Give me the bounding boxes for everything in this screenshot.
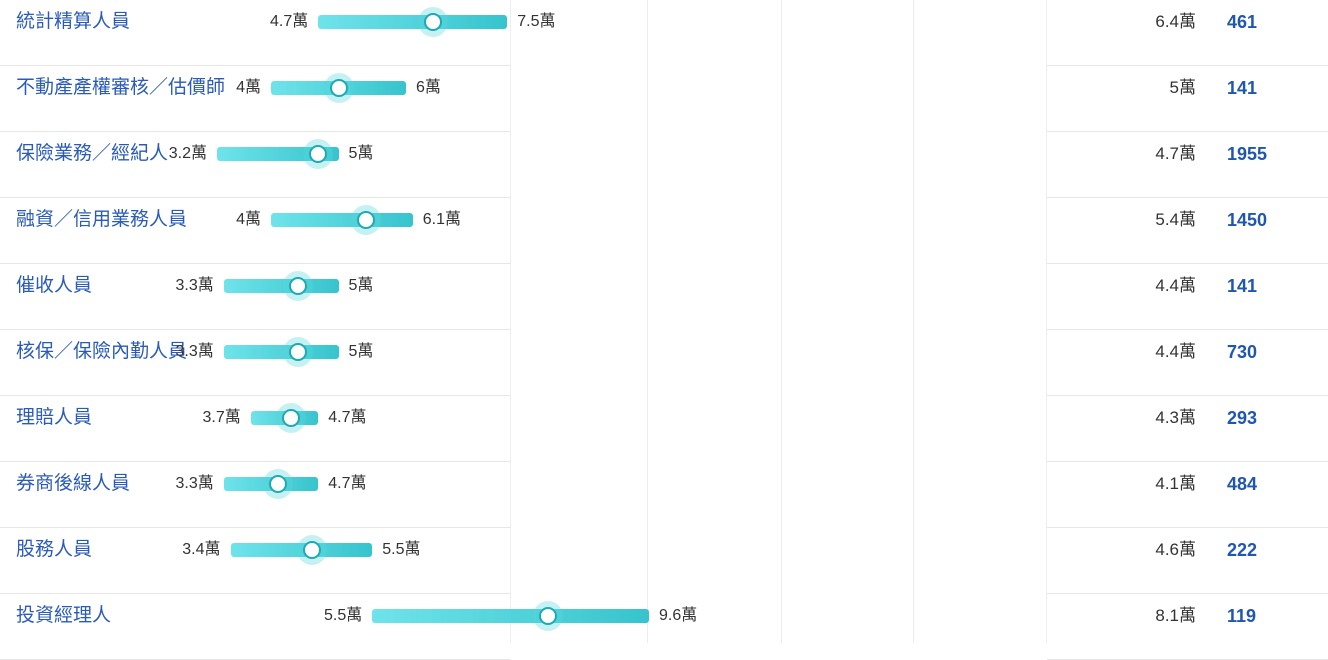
- salary-range-bar: [223, 345, 339, 359]
- median-marker[interactable]: [538, 607, 557, 625]
- table-row: 統計精算人員 6.4萬 461: [0, 0, 1328, 66]
- job-title-link[interactable]: 統計精算人員: [16, 11, 131, 32]
- median-salary: 5.4萬: [1155, 210, 1196, 229]
- range-min-label: 4萬: [236, 211, 261, 228]
- median-salary: 5萬: [1169, 78, 1196, 97]
- median-salary: 4.7萬: [1155, 144, 1196, 163]
- median-marker[interactable]: [309, 145, 328, 163]
- range-chart-area: 4.7萬 7.5萬 4萬 6萬 3.2萬 5萬 4萬 6.1萬 3.3萬 5萬 3.3萬 5萬 3.7萬…: [169, 0, 1047, 643]
- row-divider: [0, 198, 510, 264]
- range-min-label: 3.3萬: [175, 475, 214, 492]
- sample-count: 222: [1227, 540, 1258, 560]
- median-marker[interactable]: [289, 277, 307, 295]
- range-min-label: 5.5萬: [324, 607, 363, 624]
- range-min-label: 4萬: [236, 79, 261, 96]
- range-max-label: 5萬: [348, 145, 374, 162]
- table-row: 理賠人員 4.3萬 293: [0, 396, 1328, 462]
- range-max-label: 5萬: [348, 277, 374, 294]
- range-min-label: 3.3萬: [175, 343, 214, 360]
- job-title-link[interactable]: 融資／信用業務人員: [16, 209, 188, 230]
- salary-range-bar: [223, 279, 339, 293]
- sample-count: 141: [1227, 78, 1258, 98]
- chart-gridline: [647, 0, 648, 643]
- range-max-label: 9.6萬: [659, 607, 698, 624]
- median-salary: 4.4萬: [1155, 342, 1196, 361]
- row-divider: [1047, 198, 1328, 264]
- chart-gridline: [781, 0, 782, 643]
- row-divider: [1047, 66, 1328, 132]
- median-marker[interactable]: [282, 409, 301, 427]
- row-divider: [0, 528, 510, 594]
- row-divider: [1047, 330, 1328, 396]
- job-title-link[interactable]: 理賠人員: [16, 407, 93, 428]
- range-max-label: 5萬: [348, 343, 374, 360]
- sample-count: 119: [1227, 606, 1257, 626]
- salary-range-bar: [372, 609, 649, 623]
- range-min-label: 4.7萬: [270, 13, 309, 30]
- chart-gridline: [913, 0, 914, 643]
- range-max-label: 4.7萬: [328, 475, 367, 492]
- salary-range-bar: [271, 213, 413, 227]
- range-min-label: 3.7萬: [202, 409, 241, 426]
- salary-range-bar: [230, 543, 373, 557]
- median-marker[interactable]: [268, 475, 287, 493]
- row-divider: [1047, 528, 1328, 594]
- table-row: 核保／保險內勤人員 4.4萬 730: [0, 330, 1328, 396]
- job-title-link[interactable]: 股務人員: [16, 539, 93, 560]
- sample-count: 293: [1227, 408, 1258, 428]
- range-max-label: 6萬: [416, 79, 441, 96]
- job-title-link[interactable]: 保險業務／經紀人: [16, 143, 169, 164]
- job-title-link[interactable]: 投資經理人: [16, 605, 112, 626]
- job-title-link[interactable]: 不動產產權審核／估價師: [16, 77, 226, 98]
- range-min-label: 3.3萬: [175, 277, 214, 294]
- sample-count: 730: [1227, 342, 1258, 362]
- range-min-label: 3.2萬: [168, 145, 207, 162]
- median-marker[interactable]: [289, 343, 307, 361]
- row-divider: [1047, 264, 1328, 330]
- sample-count: 1450: [1227, 210, 1268, 230]
- range-max-label: 4.7萬: [328, 409, 367, 426]
- median-marker[interactable]: [329, 79, 348, 97]
- table-row: 券商後線人員 4.1萬 484: [0, 462, 1328, 528]
- job-title-link[interactable]: 券商後線人員: [16, 473, 131, 494]
- table-row: 融資／信用業務人員 5.4萬 1450: [0, 198, 1328, 264]
- table-row: 不動產產權審核／估價師 5萬 141: [0, 66, 1328, 132]
- median-salary: 8.1萬: [1155, 606, 1196, 625]
- range-max-label: 6.1萬: [422, 211, 461, 228]
- salary-range-bar: [318, 15, 508, 29]
- row-divider: [1047, 462, 1328, 528]
- median-salary: 4.1萬: [1155, 474, 1196, 493]
- row-divider: [0, 264, 510, 330]
- row-divider: [0, 66, 510, 132]
- sample-count: 484: [1227, 474, 1258, 494]
- sample-count: 461: [1227, 12, 1258, 32]
- table-row: 保險業務／經紀人 4.7萬 1955: [0, 132, 1328, 198]
- row-divider: [0, 132, 510, 198]
- job-title-link[interactable]: 核保／保險內勤人員: [16, 341, 188, 362]
- median-marker[interactable]: [356, 211, 375, 229]
- table-row: 股務人員 4.6萬 222: [0, 528, 1328, 594]
- median-salary: 4.6萬: [1155, 540, 1196, 559]
- salary-range-bar: [217, 147, 339, 161]
- range-max-label: 7.5萬: [517, 13, 556, 30]
- row-divider: [0, 396, 510, 462]
- sample-count: 141: [1227, 276, 1258, 296]
- median-salary: 6.4萬: [1155, 12, 1196, 31]
- median-marker[interactable]: [424, 13, 442, 31]
- range-max-label: 5.5萬: [382, 541, 421, 558]
- table-row: 催收人員 4.4萬 141: [0, 264, 1328, 330]
- row-divider: [1047, 396, 1328, 462]
- median-salary: 4.3萬: [1155, 408, 1196, 427]
- row-divider: [0, 330, 510, 396]
- row-divider: [0, 0, 510, 66]
- row-divider: [1047, 0, 1328, 66]
- row-divider: [0, 462, 510, 528]
- row-divider: [1047, 132, 1328, 198]
- range-min-label: 3.4萬: [182, 541, 221, 558]
- median-marker[interactable]: [302, 541, 321, 559]
- median-salary: 4.4萬: [1155, 276, 1196, 295]
- job-title-link[interactable]: 催收人員: [16, 275, 93, 296]
- sample-count: 1955: [1227, 144, 1268, 164]
